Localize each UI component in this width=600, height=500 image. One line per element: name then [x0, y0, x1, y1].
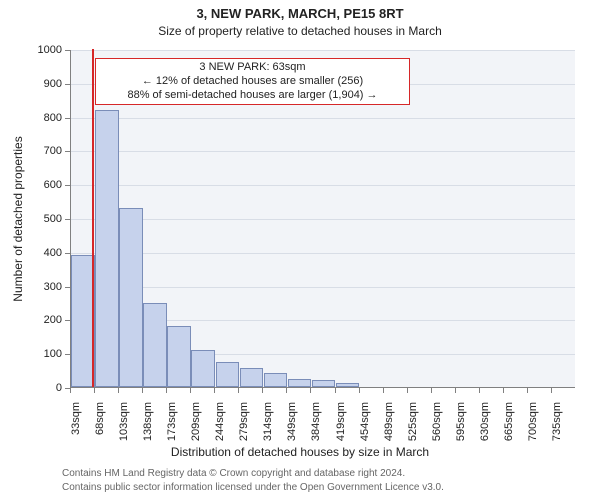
histogram-bar — [191, 350, 215, 387]
x-tick-label: 173sqm — [166, 402, 178, 452]
y-tick — [65, 320, 70, 321]
x-tick-label: 419sqm — [335, 402, 347, 452]
histogram-bar — [240, 368, 264, 387]
x-tick — [431, 388, 432, 393]
chart-title-line1: 3, NEW PARK, MARCH, PE15 8RT — [0, 6, 600, 21]
footer-line2: Contains public sector information licen… — [62, 482, 444, 493]
y-tick — [65, 185, 70, 186]
x-tick-label: 665sqm — [503, 402, 515, 452]
x-tick — [94, 388, 95, 393]
x-tick — [118, 388, 119, 393]
x-tick-label: 279sqm — [238, 402, 250, 452]
footer-line1: Contains HM Land Registry data © Crown c… — [62, 468, 405, 479]
gridline — [71, 219, 575, 220]
y-tick-label: 600 — [0, 179, 62, 191]
x-tick — [310, 388, 311, 393]
x-tick-label: 138sqm — [142, 402, 154, 452]
chart-container: { "title_line1": "3, NEW PARK, MARCH, PE… — [0, 0, 600, 500]
y-tick — [65, 253, 70, 254]
histogram-bar — [143, 303, 167, 388]
y-tick-label: 0 — [0, 382, 62, 394]
x-tick-label: 630sqm — [479, 402, 491, 452]
y-tick — [65, 84, 70, 85]
x-tick-label: 525sqm — [407, 402, 419, 452]
histogram-bar — [119, 208, 143, 387]
y-tick-label: 1000 — [0, 44, 62, 56]
x-tick-label: 244sqm — [214, 402, 226, 452]
x-tick — [142, 388, 143, 393]
x-tick — [455, 388, 456, 393]
x-tick-label: 33sqm — [70, 402, 82, 452]
x-tick-label: 314sqm — [262, 402, 274, 452]
x-tick — [262, 388, 263, 393]
x-tick-label: 489sqm — [383, 402, 395, 452]
y-tick-label: 800 — [0, 112, 62, 124]
x-tick-label: 595sqm — [455, 402, 467, 452]
y-tick-label: 400 — [0, 247, 62, 259]
histogram-bar — [216, 362, 240, 387]
x-tick — [551, 388, 552, 393]
x-tick-label: 349sqm — [286, 402, 298, 452]
y-tick-label: 900 — [0, 78, 62, 90]
y-tick-label: 100 — [0, 348, 62, 360]
x-tick — [70, 388, 71, 393]
x-tick-label: 700sqm — [527, 402, 539, 452]
x-tick — [166, 388, 167, 393]
x-tick — [503, 388, 504, 393]
annotation-box: 3 NEW PARK: 63sqm← 12% of detached house… — [95, 58, 410, 105]
x-tick — [479, 388, 480, 393]
chart-title-line2: Size of property relative to detached ho… — [0, 24, 600, 38]
y-tick-label: 700 — [0, 145, 62, 157]
x-tick — [286, 388, 287, 393]
gridline — [71, 287, 575, 288]
x-tick — [407, 388, 408, 393]
histogram-bar — [264, 373, 288, 387]
x-tick — [335, 388, 336, 393]
gridline — [71, 118, 575, 119]
x-tick — [214, 388, 215, 393]
x-tick — [383, 388, 384, 393]
gridline — [71, 151, 575, 152]
property-marker-line — [92, 49, 94, 387]
annotation-line: 3 NEW PARK: 63sqm — [100, 61, 405, 75]
y-tick — [65, 50, 70, 51]
y-tick — [65, 219, 70, 220]
x-tick — [190, 388, 191, 393]
x-tick-label: 735sqm — [551, 402, 563, 452]
annotation-line: 88% of semi-detached houses are larger (… — [100, 89, 405, 103]
y-tick — [65, 151, 70, 152]
y-tick-label: 500 — [0, 213, 62, 225]
histogram-bar — [95, 110, 119, 387]
x-tick-label: 560sqm — [431, 402, 443, 452]
y-tick — [65, 354, 70, 355]
y-tick — [65, 287, 70, 288]
histogram-bar — [167, 326, 191, 387]
annotation-line: ← 12% of detached houses are smaller (25… — [100, 75, 405, 89]
y-tick-label: 300 — [0, 281, 62, 293]
gridline — [71, 185, 575, 186]
histogram-bar — [336, 383, 360, 387]
x-tick-label: 384sqm — [310, 402, 322, 452]
gridline — [71, 253, 575, 254]
x-tick-label: 103sqm — [118, 402, 130, 452]
y-tick-label: 200 — [0, 314, 62, 326]
histogram-bar — [288, 379, 312, 387]
x-tick-label: 209sqm — [190, 402, 202, 452]
histogram-bar — [312, 380, 336, 387]
x-tick — [238, 388, 239, 393]
x-tick-label: 454sqm — [359, 402, 371, 452]
gridline — [71, 50, 575, 51]
x-tick — [527, 388, 528, 393]
x-tick — [359, 388, 360, 393]
y-tick — [65, 118, 70, 119]
x-tick-label: 68sqm — [94, 402, 106, 452]
